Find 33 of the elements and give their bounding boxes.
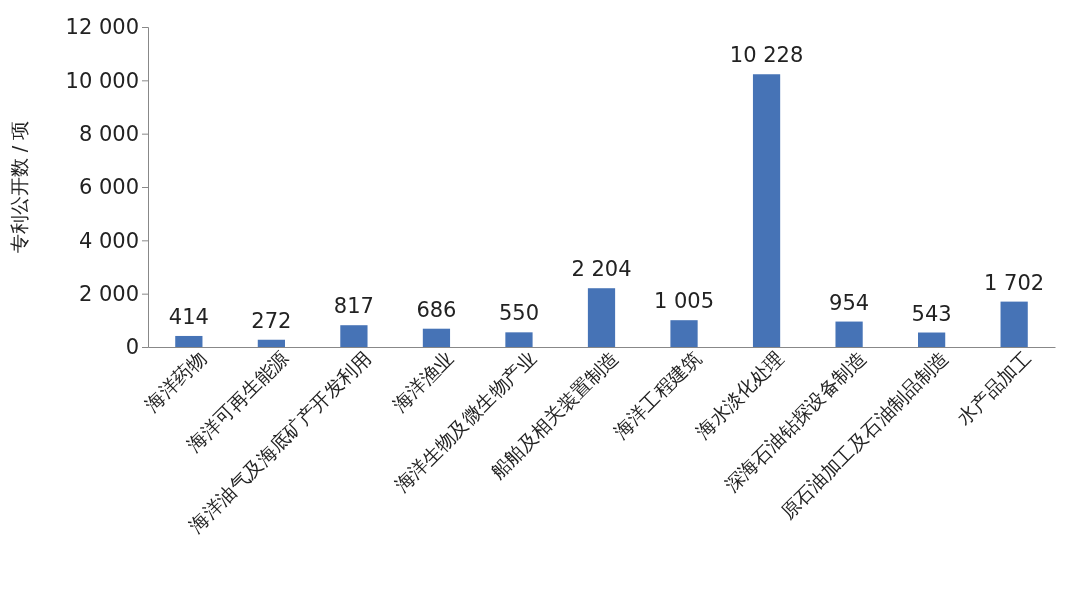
data-label: 414: [168, 304, 209, 329]
y-tick-label: 10 000: [65, 68, 139, 93]
bar: [1000, 301, 1028, 347]
bar: [505, 332, 533, 347]
bar: [835, 321, 863, 347]
bar: [340, 325, 368, 347]
data-label: 272: [251, 308, 292, 333]
x-tick-label: 水产品加工: [952, 346, 1036, 430]
y-tick-label: 8 000: [78, 121, 139, 146]
y-tick-label: 0: [125, 335, 139, 360]
y-tick-label: 6 000: [78, 175, 139, 200]
bar: [422, 328, 451, 347]
y-tick-label: 4 000: [78, 228, 139, 253]
data-label: 1 702: [984, 270, 1045, 295]
bar: [670, 320, 698, 347]
x-tick-label: 海洋渔业: [388, 346, 458, 416]
bar: [587, 288, 616, 347]
data-label: 543: [911, 301, 952, 326]
data-label: 550: [498, 301, 540, 326]
data-label: 817: [333, 294, 374, 319]
y-tick-label: 2 000: [78, 281, 139, 306]
data-label: 954: [829, 290, 870, 315]
data-label: 1 005: [653, 289, 715, 314]
data-label: 686: [416, 297, 457, 322]
bar: [752, 74, 781, 347]
data-label: 10 228: [729, 43, 804, 68]
y-axis-title: 专利公开数 / 项: [8, 120, 30, 254]
data-label: 2 204: [571, 257, 632, 282]
bar: [257, 339, 285, 347]
bar: [918, 332, 946, 347]
bar: [175, 335, 203, 347]
x-tick-label: 海洋药物: [140, 346, 210, 416]
y-tick-label: 12 000: [65, 15, 139, 40]
